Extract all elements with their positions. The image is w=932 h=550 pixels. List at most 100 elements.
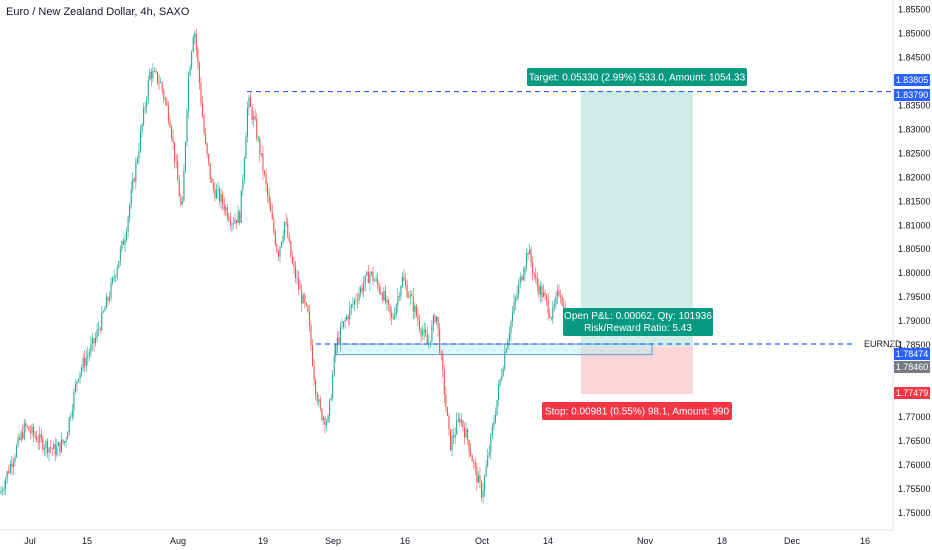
candle-body: [26, 425, 28, 427]
candle-body: [271, 211, 273, 219]
candle-body: [200, 82, 202, 103]
candle-body: [422, 332, 424, 336]
candle-body: [352, 303, 354, 305]
candle-body: [336, 337, 338, 347]
candle-body: [267, 184, 269, 196]
candle-body: [446, 406, 448, 416]
candle-body: [490, 434, 492, 452]
candle-body: [377, 279, 379, 285]
candle-body: [403, 276, 405, 281]
candle-body: [333, 355, 335, 376]
candle-body: [425, 329, 427, 336]
candle-body: [549, 314, 551, 318]
x-tick-label: Nov: [637, 536, 654, 546]
candle-body: [330, 397, 332, 400]
candle-body: [174, 141, 176, 162]
x-tick-label: 15: [82, 536, 92, 546]
candle-body: [423, 329, 425, 333]
candle-body: [245, 136, 247, 159]
candle-body: [253, 116, 255, 121]
candle-body: [209, 162, 211, 180]
time-axis[interactable]: Jul 15 Aug 19 Sep 16 Oct 14 Nov 18 Dec 16: [0, 529, 893, 546]
pnl-label-bg: [563, 308, 713, 336]
candle-body: [508, 333, 510, 341]
candle-body: [160, 82, 162, 84]
candle-body: [282, 235, 284, 242]
candle-body: [110, 282, 112, 298]
candle-body: [37, 441, 39, 443]
candle-body: [254, 116, 256, 119]
candle-body: [33, 426, 35, 435]
candle-body: [367, 271, 369, 283]
candle-body: [183, 170, 185, 202]
candle-body: [467, 429, 469, 441]
candle-body: [414, 305, 416, 312]
candle-body: [502, 368, 504, 376]
candle-body: [237, 211, 239, 223]
candle-body: [113, 277, 115, 279]
candle-body: [324, 417, 326, 426]
candle-body: [511, 312, 514, 322]
candle-body: [329, 399, 331, 416]
candle-body: [436, 316, 438, 322]
y-tick-label: 1.83500: [898, 100, 931, 110]
candle-body: [170, 126, 173, 138]
candle-body: [290, 241, 292, 257]
candle-body: [530, 249, 532, 263]
candle-body: [181, 201, 183, 205]
candle-body: [380, 291, 382, 294]
candle-body: [59, 442, 61, 452]
candle-body: [527, 253, 529, 255]
x-tick-label: 18: [717, 536, 727, 546]
candle-body: [420, 329, 422, 336]
candle-body: [304, 295, 306, 303]
candle-body: [560, 295, 562, 297]
candle-body: [294, 266, 297, 279]
candle-body: [339, 327, 341, 344]
candle-body: [198, 63, 200, 83]
candle-body: [465, 429, 467, 438]
candle-body: [484, 476, 486, 491]
candle-body: [524, 267, 526, 275]
candle-body: [53, 443, 55, 450]
price-tag-target: 1.83805: [894, 74, 930, 86]
candle-body: [307, 305, 309, 312]
y-tick-label: 1.80500: [898, 244, 931, 254]
candle-body: [318, 399, 320, 402]
candle-body: [538, 285, 540, 295]
target-label: Target: 0.05330 (2.99%) 533.0, Amount: 1…: [527, 68, 747, 86]
candle-body: [312, 345, 314, 366]
x-tick-label: 16: [400, 536, 410, 546]
candle-body: [322, 417, 324, 420]
candle-body: [220, 194, 222, 202]
candle-body: [392, 317, 394, 319]
candle-body: [39, 433, 41, 443]
candle-body: [231, 223, 233, 225]
candle-body: [429, 341, 431, 343]
candle-body: [31, 426, 33, 434]
candle-body: [76, 381, 78, 385]
candle-body: [45, 441, 47, 448]
candle-body: [14, 456, 16, 462]
candle-body: [22, 432, 24, 439]
candle-body: [36, 436, 38, 442]
candle-body: [532, 262, 534, 274]
y-tick-label: 1.85500: [898, 5, 931, 15]
candle-body: [158, 82, 160, 84]
candle-body: [188, 75, 190, 111]
candle-body: [525, 253, 527, 268]
price-tags: 1.83805 1.83790 1.78474 1.78460 1.77479: [894, 74, 930, 399]
candle-body: [394, 315, 396, 319]
candle-body: [273, 218, 275, 232]
candle-body: [541, 286, 543, 298]
candle-body: [487, 455, 489, 467]
candle-body: [8, 471, 10, 473]
candle-body: [143, 108, 145, 125]
candle-body: [51, 448, 53, 450]
candle-body: [118, 261, 120, 269]
pnl-label: Open P&L: 0.00062, Qty: 101936Risk/Rewar…: [563, 308, 713, 336]
candle-body: [491, 426, 493, 435]
candle-body: [522, 274, 524, 281]
candle-body: [163, 90, 165, 99]
